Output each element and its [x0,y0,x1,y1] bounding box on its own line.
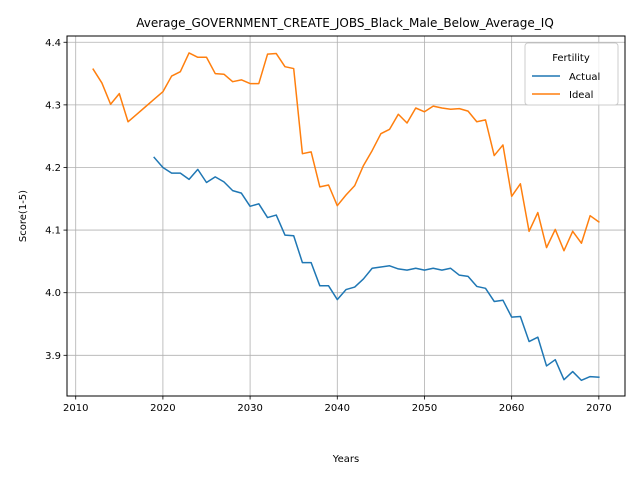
y-tick-label: 4.4 [45,38,61,49]
y-tick-label: 3.9 [45,351,61,362]
plot-frame [66,35,626,397]
y-axis-label: Score(1-5) [18,190,29,242]
series-line-ideal [92,52,600,252]
y-tick-label: 4.2 [45,163,61,174]
grid [67,36,625,396]
x-axis-label: Years [332,454,359,465]
x-tick-label: 2060 [499,403,524,414]
x-tick-label: 2010 [63,403,88,414]
x-tick-label: 2030 [237,403,262,414]
series-line-actual [153,156,600,382]
x-tick-label: 2070 [586,403,611,414]
legend-box [524,42,619,106]
x-tick-label: 2050 [412,403,437,414]
y-tick-label: 4.0 [45,288,61,299]
legend-title: Fertility [552,53,590,64]
legend-label-ideal: Ideal [569,90,593,101]
x-tick-label: 2020 [150,403,175,414]
x-axis: 2010 2020 2030 2040 2050 2060 2070 [63,396,612,414]
legend-label-actual: Actual [569,72,600,83]
x-tick-label: 2040 [325,403,350,414]
chart-title: Average_GOVERNMENT_CREATE_JOBS_Black_Mal… [136,16,554,30]
y-tick-label: 4.1 [45,226,61,237]
y-axis: 3.9 4.0 4.1 4.2 4.3 4.4 [45,38,67,362]
y-tick-label: 4.3 [45,100,61,111]
legend: Fertility Actual Ideal [524,42,619,106]
series-layer [92,52,600,382]
